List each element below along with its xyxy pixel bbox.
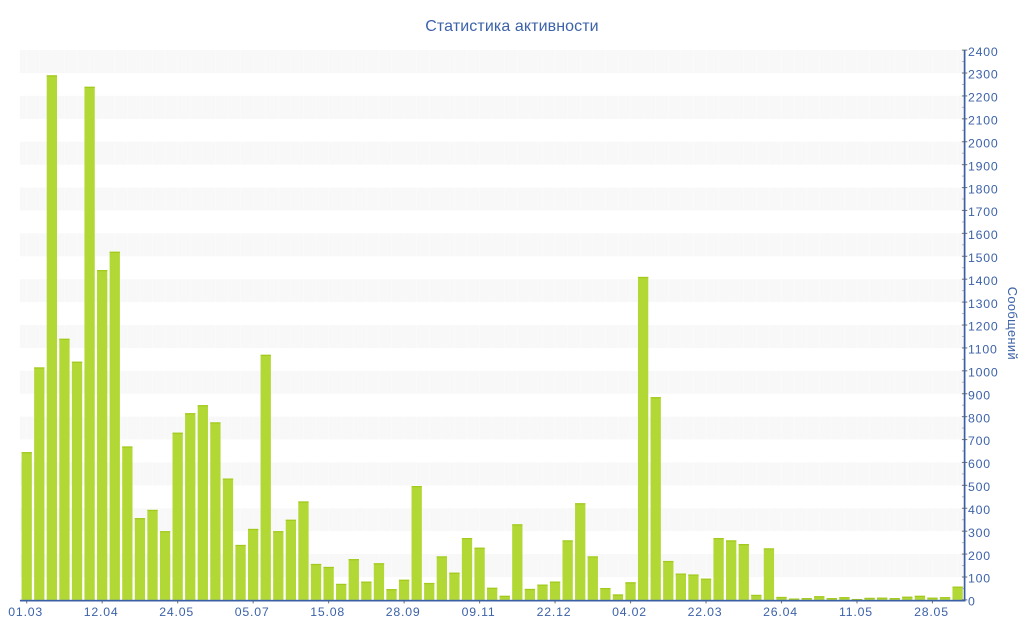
svg-text:200: 200: [968, 549, 991, 563]
svg-text:22.12: 22.12: [537, 605, 572, 619]
svg-text:2100: 2100: [968, 114, 999, 128]
svg-text:1000: 1000: [968, 366, 999, 380]
svg-text:1800: 1800: [968, 182, 999, 196]
svg-text:600: 600: [968, 457, 991, 471]
svg-text:500: 500: [968, 480, 991, 494]
svg-text:1600: 1600: [968, 228, 999, 242]
svg-text:1100: 1100: [968, 343, 998, 357]
svg-text:1900: 1900: [968, 159, 999, 173]
svg-text:2400: 2400: [968, 45, 999, 59]
svg-text:04.02: 04.02: [612, 605, 647, 619]
svg-text:1400: 1400: [968, 274, 999, 288]
svg-text:400: 400: [968, 503, 991, 517]
svg-text:15.08: 15.08: [310, 605, 345, 619]
svg-text:1300: 1300: [968, 297, 999, 311]
svg-text:1700: 1700: [968, 205, 999, 219]
svg-text:0: 0: [968, 595, 976, 609]
svg-text:700: 700: [968, 434, 991, 448]
svg-text:05.07: 05.07: [235, 605, 270, 619]
svg-text:24.05: 24.05: [159, 605, 194, 619]
svg-text:Статистика активности: Статистика активности: [425, 18, 598, 35]
svg-text:09.11: 09.11: [462, 605, 496, 619]
svg-text:900: 900: [968, 388, 991, 402]
svg-text:800: 800: [968, 411, 991, 425]
svg-text:12.04: 12.04: [84, 605, 119, 619]
svg-text:28.09: 28.09: [386, 605, 421, 619]
svg-text:01.03: 01.03: [8, 605, 43, 619]
svg-text:28.05: 28.05: [914, 605, 949, 619]
svg-text:2200: 2200: [968, 91, 999, 105]
svg-text:26.04: 26.04: [763, 605, 798, 619]
svg-text:2000: 2000: [968, 136, 999, 150]
svg-text:22.03: 22.03: [688, 605, 723, 619]
svg-text:11.05: 11.05: [839, 605, 873, 619]
svg-text:1200: 1200: [968, 320, 999, 334]
svg-text:1500: 1500: [968, 251, 999, 265]
svg-text:Сообщений: Сообщений: [1005, 287, 1020, 360]
svg-text:2300: 2300: [968, 68, 999, 82]
svg-text:100: 100: [968, 572, 991, 586]
svg-text:300: 300: [968, 526, 991, 540]
